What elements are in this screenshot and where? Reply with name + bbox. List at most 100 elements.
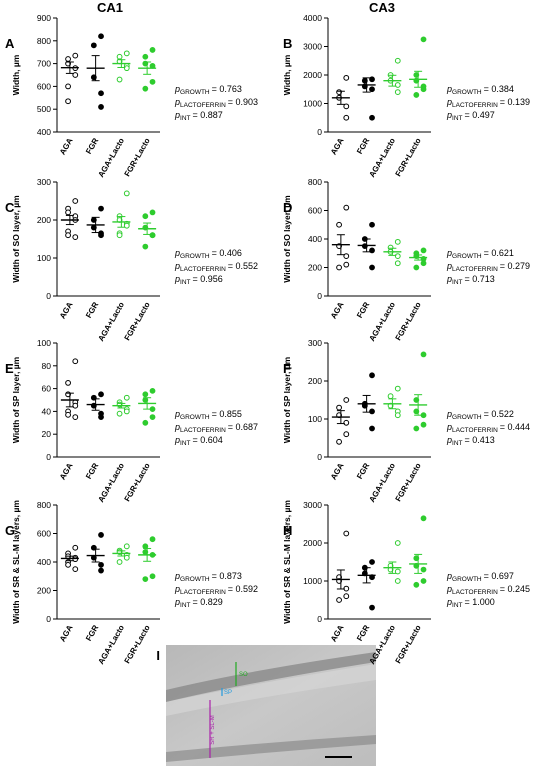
- x-tick-label: FGR: [355, 461, 371, 480]
- x-tick-label: FGR+Lacto: [123, 623, 152, 665]
- data-point: [142, 53, 149, 60]
- x-tick-label: FGR+Lacto: [394, 623, 423, 665]
- data-point: [72, 358, 79, 365]
- stat-value: = 0.604: [193, 435, 223, 445]
- stat-subscript: LACTOFERRIN: [452, 102, 498, 109]
- data-point: [149, 232, 156, 239]
- stat-symbol: p: [174, 422, 180, 432]
- data-point: [149, 536, 156, 543]
- x-tick-label: FGR+Lacto: [123, 300, 152, 342]
- stat-value: = 0.245: [500, 584, 530, 594]
- stat-value: = 0.829: [193, 597, 223, 607]
- x-tick-label: FGR+Lacto: [123, 136, 152, 178]
- data-point: [123, 190, 130, 197]
- data-point: [413, 408, 420, 415]
- stat-value: = 0.713: [465, 274, 495, 284]
- y-tick-label: 800: [308, 177, 322, 187]
- data-point: [90, 74, 97, 81]
- x-tick-label: AGA+Lacto: [367, 300, 397, 343]
- y-tick-label: 200: [308, 376, 322, 386]
- y-tick-label: 20: [42, 429, 52, 439]
- stat-text: pGROWTH = 0.697: [446, 571, 514, 583]
- column-title: CA3: [369, 0, 395, 15]
- x-tick-label: FGR+Lacto: [394, 461, 423, 503]
- y-tick-label: 600: [37, 529, 51, 539]
- stat-subscript: LACTOFERRIN: [180, 102, 226, 109]
- stat-value: = 0.697: [484, 571, 514, 581]
- y-axis-label: Width of SR & SL-M layers, µm: [11, 500, 21, 624]
- x-tick-label: FGR: [84, 300, 100, 319]
- data-point: [72, 402, 79, 409]
- stat-subscript: LACTOFERRIN: [452, 589, 498, 596]
- pyramidal-layer: [166, 652, 376, 702]
- stat-symbol: p: [446, 597, 452, 607]
- data-point: [72, 198, 79, 204]
- y-tick-label: 300: [308, 338, 322, 348]
- data-point: [420, 260, 427, 267]
- data-point: [123, 408, 130, 415]
- data-point: [142, 391, 149, 398]
- stat-symbol: p: [174, 409, 180, 419]
- y-tick-label: 200: [308, 263, 322, 273]
- data-point: [72, 566, 79, 573]
- data-point: [369, 408, 375, 415]
- data-point: [98, 561, 104, 568]
- data-point: [98, 414, 104, 421]
- stat-value: = 0.903: [228, 97, 258, 107]
- data-point: [149, 78, 156, 85]
- stat-text: pGROWTH = 0.873: [174, 571, 242, 583]
- stat-subscript: INT: [452, 115, 463, 122]
- data-point: [149, 387, 156, 394]
- data-point: [98, 567, 104, 574]
- stat-value: = 0.139: [500, 97, 530, 107]
- y-tick-label: 300: [37, 177, 51, 187]
- y-tick-label: 0: [317, 127, 322, 137]
- x-tick-label: AGA+Lacto: [96, 136, 126, 179]
- data-point: [142, 243, 149, 250]
- stat-symbol: p: [174, 248, 180, 258]
- stat-subscript: LACTOFERRIN: [452, 266, 498, 273]
- stat-text: pLACTOFERRIN = 0.139: [446, 97, 530, 109]
- data-point: [343, 103, 350, 110]
- data-point: [123, 394, 130, 401]
- data-point: [369, 114, 375, 121]
- x-tick-label: FGR: [355, 136, 371, 155]
- stat-value: = 0.413: [465, 435, 495, 445]
- data-point: [343, 253, 350, 260]
- data-point: [72, 414, 79, 421]
- stat-subscript: INT: [452, 602, 463, 609]
- data-point: [116, 410, 123, 417]
- panel-label: B: [283, 36, 292, 51]
- stat-text: pLACTOFERRIN = 0.687: [174, 422, 258, 434]
- stat-symbol: p: [174, 84, 180, 94]
- data-point: [420, 36, 427, 43]
- stat-subscript: GROWTH: [180, 89, 210, 96]
- data-point: [343, 530, 350, 537]
- stat-subscript: INT: [180, 279, 191, 286]
- data-point: [369, 86, 375, 93]
- data-point: [394, 89, 401, 95]
- y-axis-label: Width of SP layer, µm: [282, 356, 292, 443]
- y-tick-label: 4000: [303, 13, 322, 23]
- x-tick-label: FGR+Lacto: [394, 300, 423, 342]
- data-point: [336, 221, 342, 228]
- stat-subscript: GROWTH: [452, 253, 482, 260]
- stat-symbol: p: [174, 584, 180, 594]
- x-tick-label: AGA: [329, 300, 346, 320]
- y-tick-label: 100: [37, 253, 51, 263]
- x-tick-label: FGR+Lacto: [123, 461, 152, 503]
- data-point: [413, 92, 420, 98]
- stat-subscript: GROWTH: [452, 89, 482, 96]
- data-point: [420, 351, 427, 358]
- x-tick-label: AGA: [58, 623, 75, 643]
- stat-symbol: p: [446, 110, 452, 120]
- stat-symbol: p: [174, 274, 180, 284]
- stat-symbol: p: [174, 110, 180, 120]
- data-point: [116, 76, 123, 83]
- stat-subscript: LACTOFERRIN: [180, 589, 226, 596]
- stat-subscript: GROWTH: [180, 414, 210, 421]
- panel-label: H: [283, 523, 292, 538]
- stat-text: pINT = 0.713: [446, 274, 495, 286]
- data-point: [72, 72, 79, 78]
